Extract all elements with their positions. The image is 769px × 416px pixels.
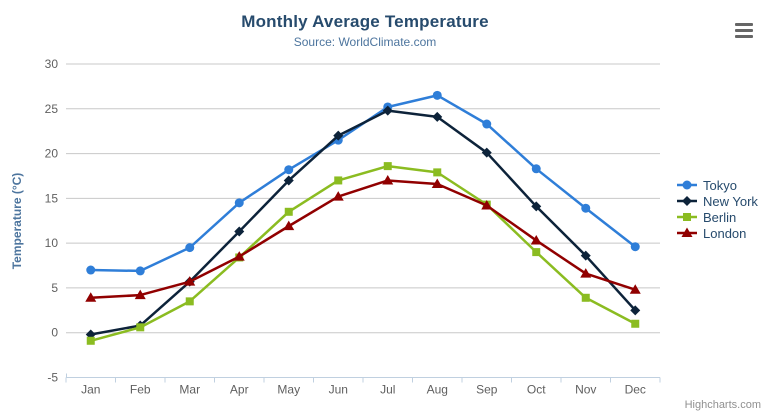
y-axis-title: Temperature (°C) <box>10 173 24 270</box>
svg-text:25: 25 <box>45 102 59 116</box>
series-new-york <box>85 105 641 340</box>
svg-text:Feb: Feb <box>130 383 151 397</box>
legend-item-london[interactable]: London <box>676 225 758 241</box>
svg-text:Jan: Jan <box>81 383 100 397</box>
svg-text:Mar: Mar <box>179 383 200 397</box>
svg-text:Jun: Jun <box>329 383 348 397</box>
legend: Tokyo New York Berlin London <box>676 177 758 241</box>
svg-text:Sep: Sep <box>476 383 498 397</box>
chart-title: Monthly Average Temperature <box>241 12 489 31</box>
legend-item-label: Berlin <box>703 209 737 225</box>
svg-text:20: 20 <box>45 147 59 161</box>
gridlines <box>66 63 660 334</box>
triangle-legend-icon <box>677 227 697 237</box>
export-menu-button[interactable] <box>732 20 756 40</box>
legend-item-label: London <box>703 225 747 241</box>
svg-text:May: May <box>277 383 300 397</box>
hamburger-icon <box>734 22 754 38</box>
square-legend-icon <box>677 213 697 221</box>
svg-text:Oct: Oct <box>527 383 546 397</box>
chart-subtitle: Source: WorldClimate.com <box>293 35 437 49</box>
y-axis-labels: -5 0 5 10 15 20 25 30 <box>45 57 59 385</box>
svg-text:Dec: Dec <box>625 383 646 397</box>
circle-legend-icon <box>677 180 697 190</box>
x-axis: Jan Feb Mar Apr May Jun Jul Aug Sep Oct Nov Dec <box>65 373 661 397</box>
legend-item-new-york[interactable]: New York <box>676 193 758 209</box>
svg-text:Nov: Nov <box>575 383 596 397</box>
svg-text:10: 10 <box>45 236 59 250</box>
credits-link[interactable]: Highcharts.com <box>684 399 761 411</box>
svg-text:0: 0 <box>51 326 58 340</box>
legend-item-label: New York <box>703 193 758 209</box>
series-london <box>85 174 641 302</box>
svg-text:15: 15 <box>45 191 59 205</box>
svg-text:Apr: Apr <box>230 383 249 397</box>
svg-text:5: 5 <box>51 281 58 295</box>
svg-text:Aug: Aug <box>427 383 448 397</box>
svg-text:-5: -5 <box>47 371 58 385</box>
legend-item-label: Tokyo <box>703 177 737 193</box>
svg-text:Jul: Jul <box>380 383 395 397</box>
svg-text:30: 30 <box>45 57 59 71</box>
legend-item-berlin[interactable]: Berlin <box>676 209 758 225</box>
diamond-legend-icon <box>677 196 697 206</box>
legend-item-tokyo[interactable]: Tokyo <box>676 177 758 193</box>
series-tokyo <box>86 90 640 276</box>
